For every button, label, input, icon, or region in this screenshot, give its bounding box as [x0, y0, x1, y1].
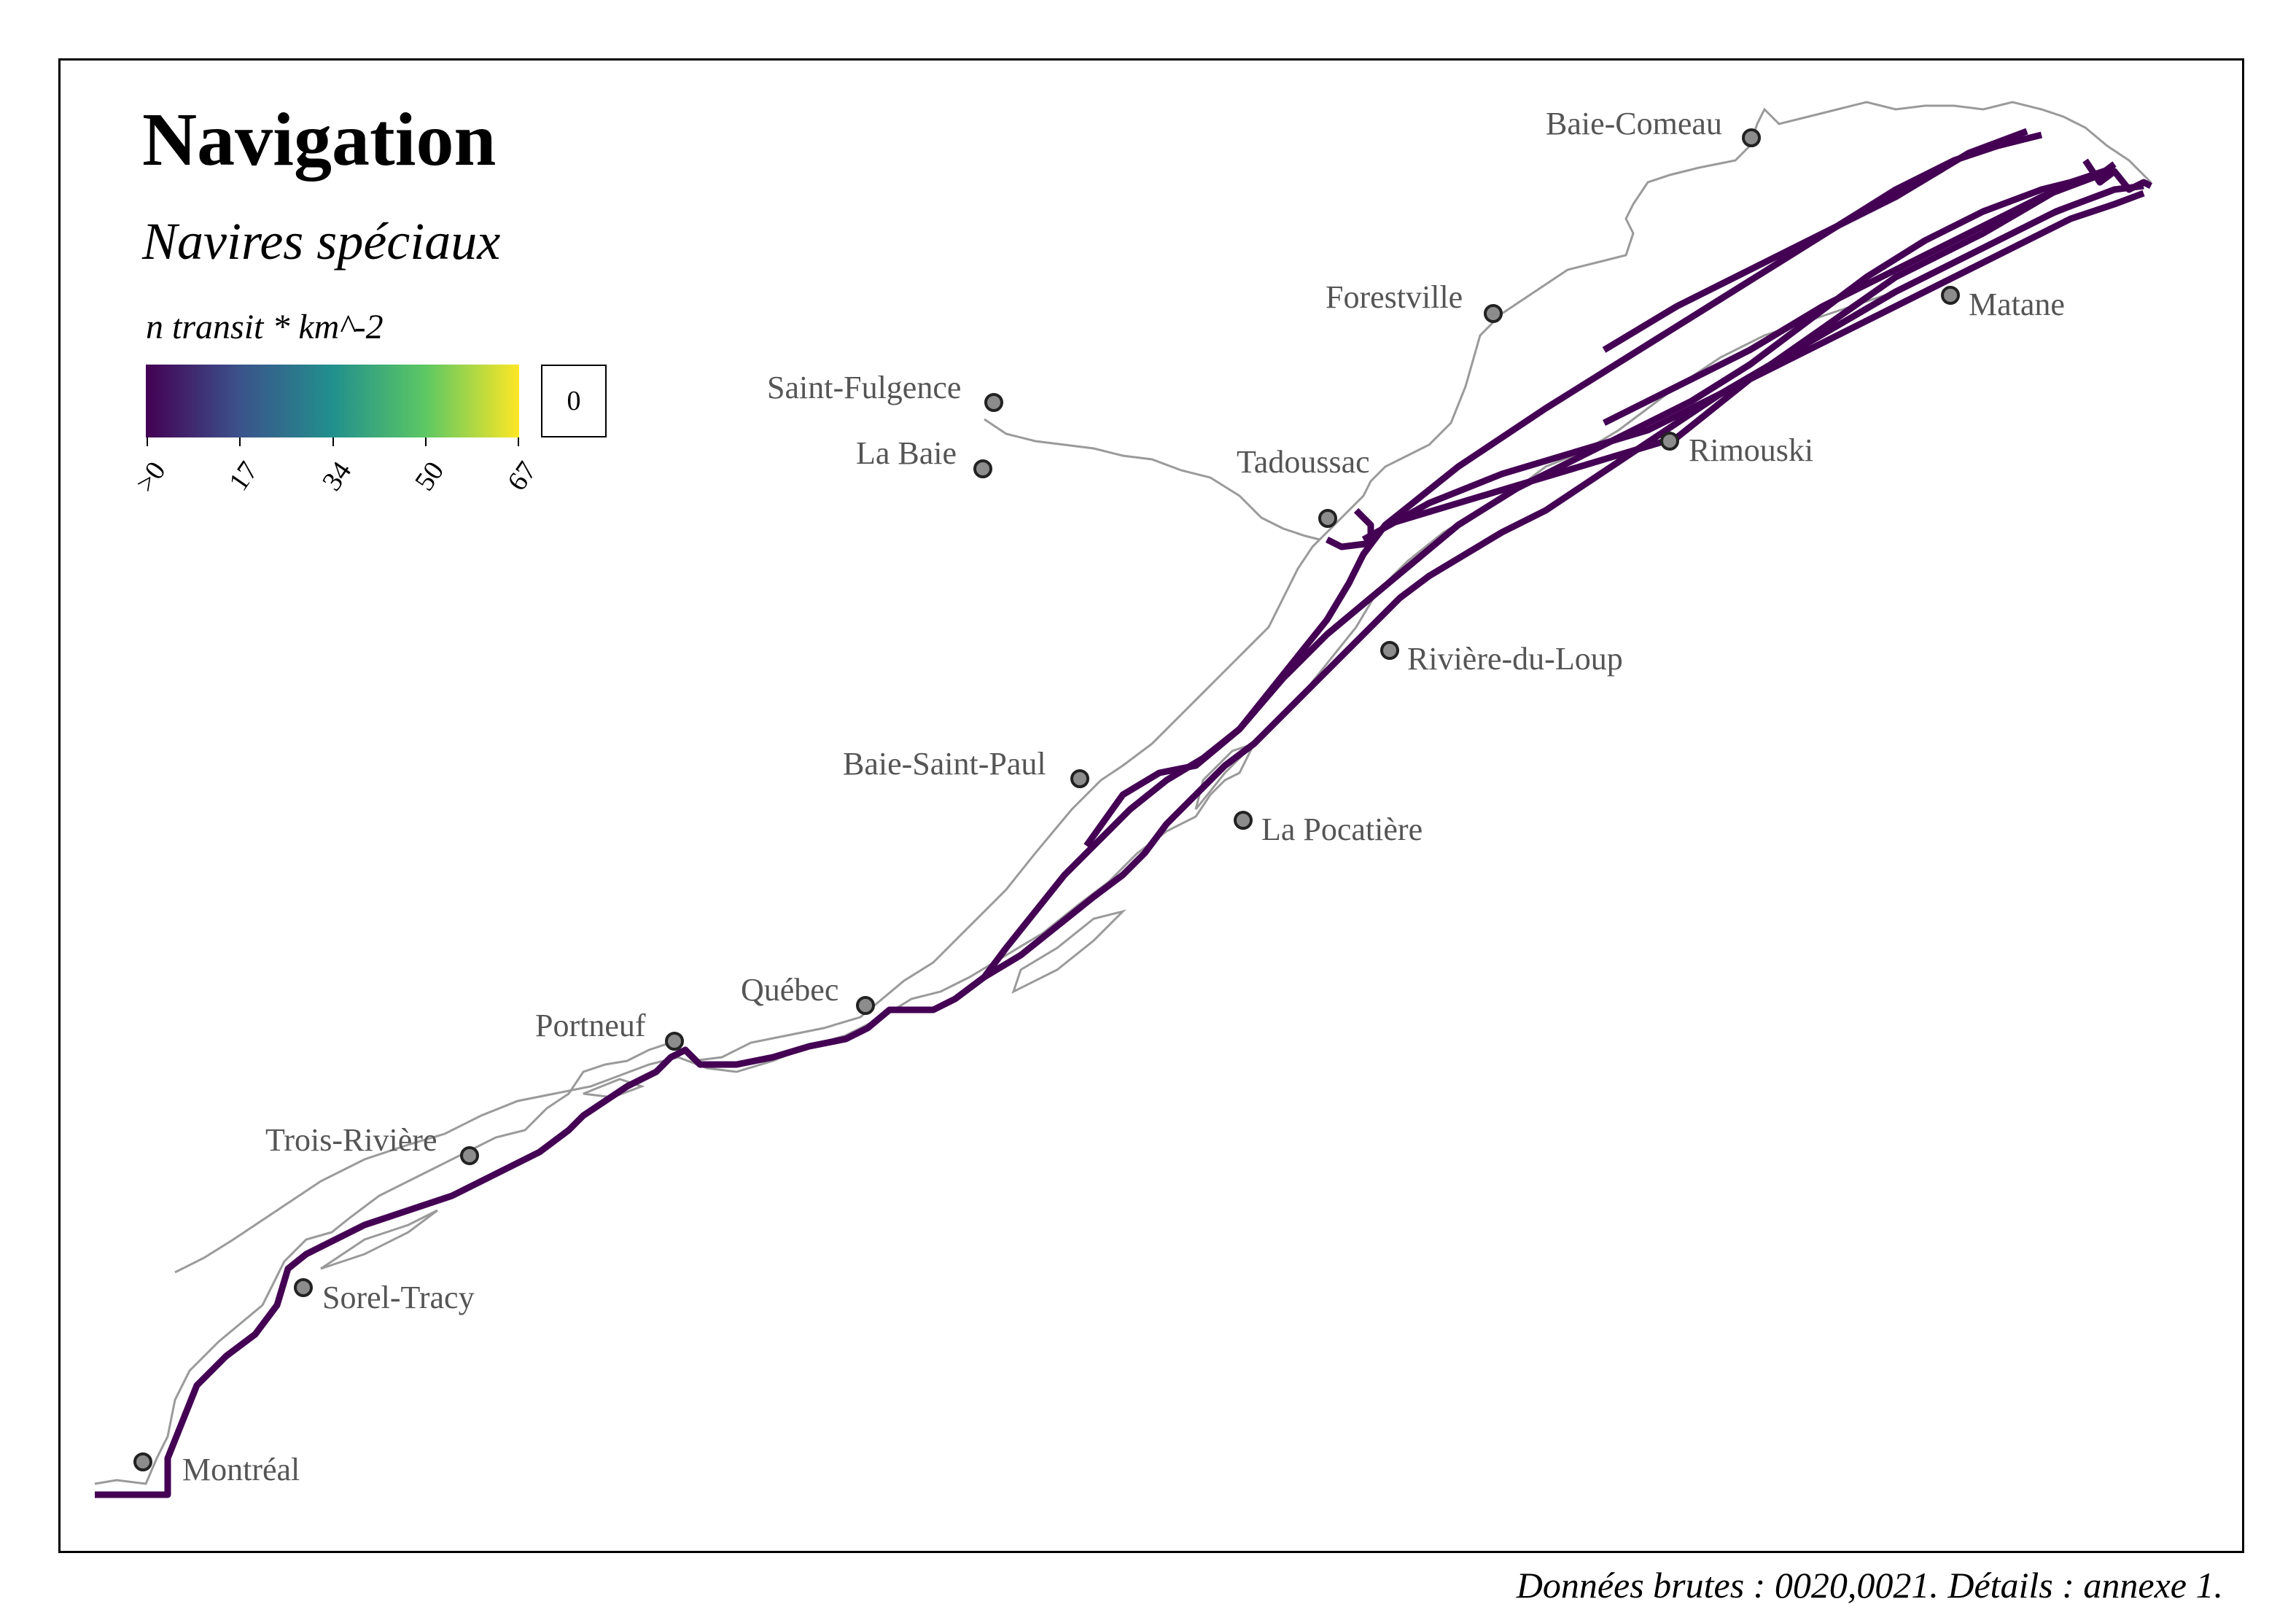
- legend-tick-mark: [147, 437, 148, 446]
- track-gulf-terminus: [2082, 158, 2153, 193]
- source-note: Données brutes : 0020,0021. Détails : an…: [1516, 1565, 2223, 1606]
- city-label-tadoussac: Tadoussac: [1237, 444, 1370, 480]
- track-upper-north: [1602, 128, 2028, 353]
- city-marker-icon: [1070, 769, 1089, 788]
- city-label-sorel-tracy: Sorel-Tracy: [322, 1280, 475, 1315]
- legend-zero-box: 0: [541, 365, 607, 437]
- track-tadoussac-spur: [1325, 507, 1374, 550]
- city-marker-icon: [856, 996, 875, 1015]
- map-frame: [58, 58, 2244, 1553]
- city-marker-icon: [984, 393, 1003, 412]
- legend-tick-mark: [332, 437, 334, 446]
- city-marker-layer: [133, 128, 1960, 1471]
- map-subtitle: Navires spéciaux: [142, 212, 501, 271]
- city-label-montreal: Montréal: [182, 1452, 300, 1487]
- city-label-saint-fulgence: Saint-Fulgence: [767, 370, 962, 405]
- city-label-la-pocatiere: La Pocatière: [1261, 812, 1423, 847]
- south-shore: [174, 181, 2152, 1274]
- city-marker-icon: [1484, 304, 1503, 323]
- shoreline-layer: [94, 101, 2152, 1485]
- city-label-rimouski: Rimouski: [1689, 432, 1814, 468]
- city-label-forestville: Forestville: [1326, 279, 1463, 315]
- city-label-matane: Matane: [1969, 287, 2065, 322]
- city-marker-icon: [133, 1452, 152, 1471]
- legend-zero-label: 0: [567, 386, 581, 416]
- track-layer: [95, 128, 2153, 1498]
- track-mid-channel: [1083, 171, 2101, 848]
- city-marker-icon: [460, 1146, 479, 1165]
- city-marker-icon: [1941, 286, 1960, 305]
- city-marker-icon: [1318, 509, 1337, 528]
- legend-title: n transit * km^-2: [146, 308, 384, 346]
- city-marker-icon: [1234, 811, 1253, 830]
- legend-tick-mark: [518, 437, 519, 446]
- map-title: Navigation: [142, 98, 497, 182]
- city-label-baie-comeau: Baie-Comeau: [1546, 106, 1722, 141]
- north-shore: [94, 101, 2152, 1485]
- city-label-riviere-du-loup: Rivière-du-Loup: [1407, 641, 1623, 677]
- city-label-portneuf: Portneuf: [535, 1008, 646, 1043]
- city-marker-icon: [1380, 641, 1399, 660]
- city-label-quebec: Québec: [741, 972, 839, 1008]
- city-label-baie-saint-paul: Baie-Saint-Paul: [843, 746, 1046, 782]
- legend-tick-mark: [239, 437, 241, 446]
- city-label-trois-riviere: Trois-Rivière: [265, 1122, 437, 1158]
- saguenay-fjord: [984, 418, 1320, 541]
- city-label-la-baie: La Baie: [856, 435, 957, 471]
- track-south-channel: [982, 190, 2145, 980]
- city-marker-icon: [1660, 432, 1679, 451]
- city-marker-icon: [294, 1278, 313, 1297]
- city-marker-icon: [665, 1032, 684, 1051]
- legend-tick-mark: [425, 437, 427, 446]
- legend-colorbar: [146, 365, 519, 437]
- city-marker-icon: [1742, 128, 1761, 147]
- track-upstream: [95, 974, 986, 1498]
- city-marker-icon: [973, 459, 992, 478]
- islands: [320, 742, 1256, 1270]
- track-gulf-3: [1384, 164, 2116, 529]
